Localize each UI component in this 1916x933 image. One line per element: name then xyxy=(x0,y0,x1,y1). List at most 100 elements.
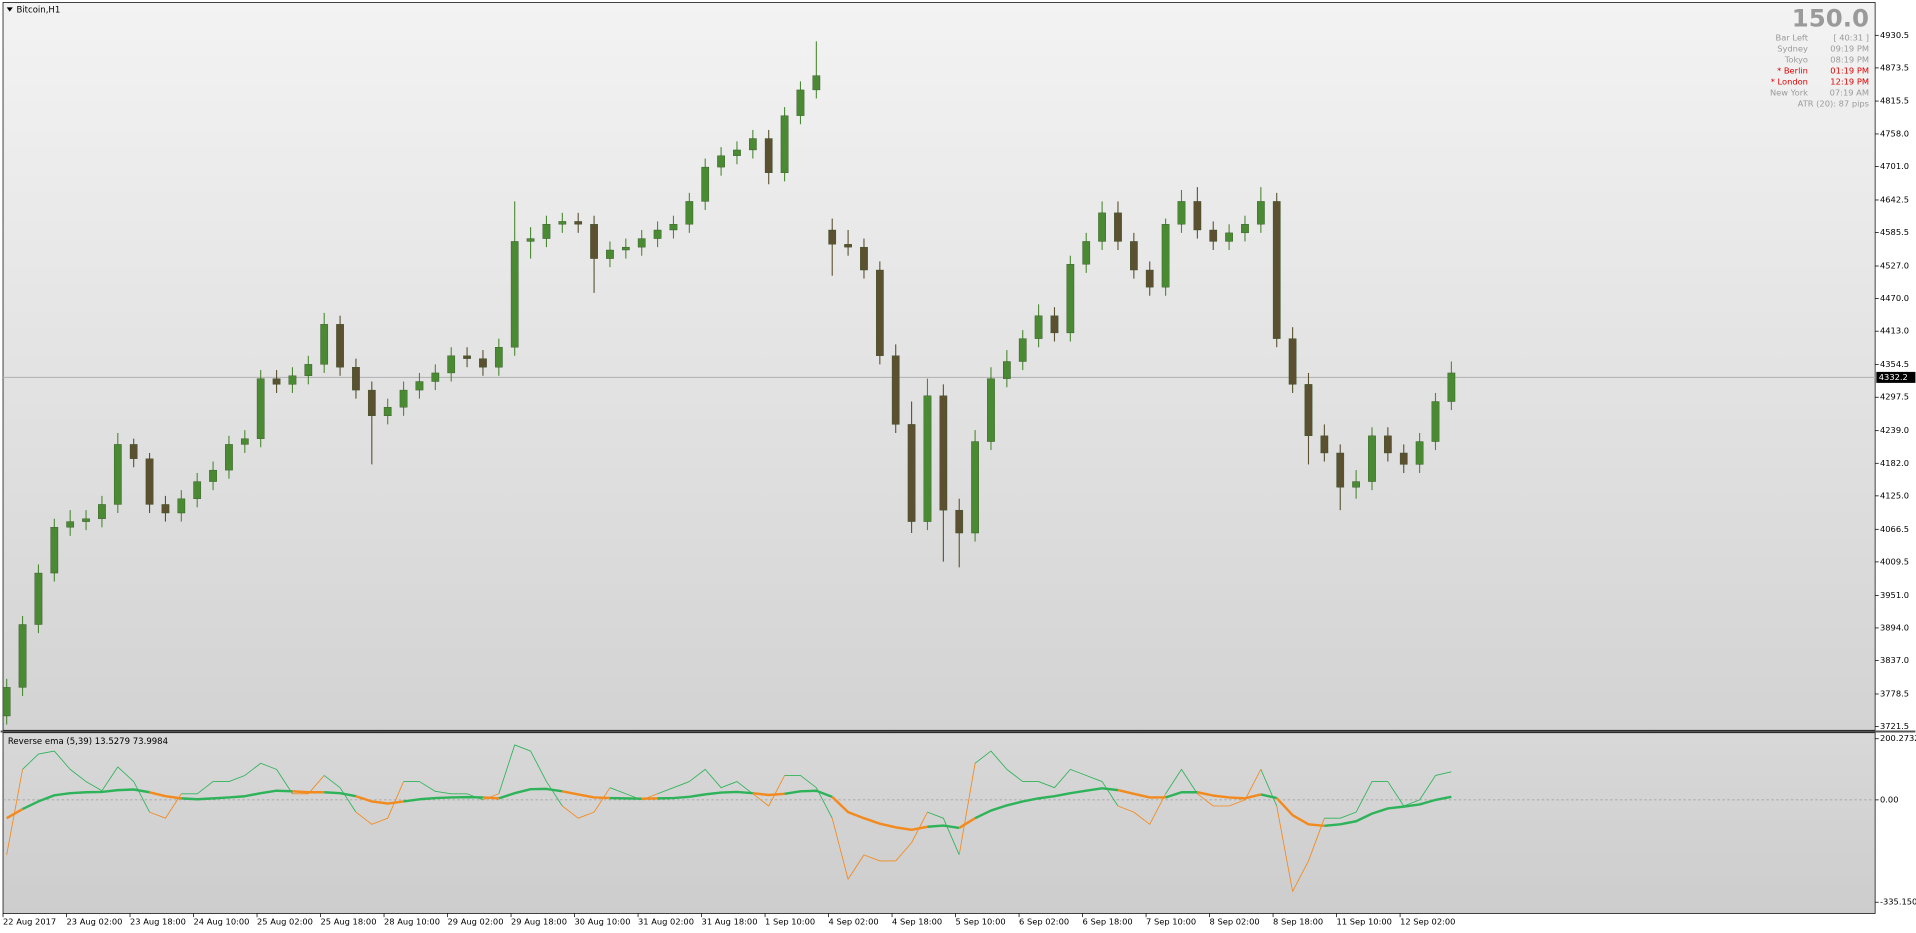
candle-body xyxy=(1003,361,1011,379)
candle-body xyxy=(1050,315,1059,334)
candle-body xyxy=(463,355,471,359)
candle-body xyxy=(494,347,503,368)
candle-body xyxy=(764,138,773,174)
candle-body xyxy=(987,378,995,442)
indicator-slow-line xyxy=(927,824,960,830)
candle-body xyxy=(590,224,598,259)
indicator-fast-line xyxy=(752,775,785,807)
candle-body xyxy=(129,444,138,459)
candle-body xyxy=(1320,435,1329,454)
info-value: 12:19 PM xyxy=(1830,76,1869,86)
candle-body xyxy=(336,324,344,368)
candle-body xyxy=(161,504,170,514)
indicator-pane xyxy=(2,732,1876,914)
y-tick-label: 4585.5 xyxy=(1880,227,1909,237)
indicator-fast-line xyxy=(149,793,182,819)
indicator-slow-line xyxy=(609,796,642,800)
indicator-fast-line xyxy=(1197,769,1262,807)
indicator-slow-line xyxy=(1197,791,1262,800)
x-tick-label: 6 Sep 02:00 xyxy=(1019,917,1069,927)
candle-body xyxy=(50,527,59,574)
candle-body xyxy=(653,229,662,239)
y-tick-label: 4413.0 xyxy=(1880,326,1909,336)
candle-body xyxy=(415,381,424,391)
x-tick-label: 7 Sep 10:00 xyxy=(1146,917,1196,927)
x-tick-label: 22 Aug 2017 xyxy=(3,917,56,927)
candle-body xyxy=(891,355,900,425)
candle-body xyxy=(225,444,233,471)
y-tick-label: 4527.0 xyxy=(1880,261,1909,271)
candle-body xyxy=(1082,241,1091,265)
indicator-slow-line xyxy=(974,787,1119,820)
info-atr: ATR (20): 87 pips xyxy=(1798,98,1869,108)
indicator-fast-line xyxy=(181,762,293,795)
x-tick-label: 23 Aug 02:00 xyxy=(67,917,123,927)
candle-body xyxy=(733,149,741,156)
indicator-slow-line xyxy=(403,795,483,803)
info-value: 08:19 PM xyxy=(1830,54,1869,64)
candle-body xyxy=(510,241,519,348)
y-tick-label: 4354.5 xyxy=(1880,359,1909,369)
x-tick-label: 8 Sep 02:00 xyxy=(1210,917,1260,927)
candle-body xyxy=(844,244,852,248)
candle-body xyxy=(98,504,106,519)
candle-body xyxy=(1399,452,1408,465)
indicator-slow-line xyxy=(831,795,928,832)
x-tick-label: 31 Aug 18:00 xyxy=(702,917,758,927)
indicator-fast-line xyxy=(292,775,325,795)
candle-body xyxy=(780,115,789,174)
candle-body xyxy=(320,324,329,365)
indicator-title: Reverse ema (5,39) 13.5279 73.9984 xyxy=(8,737,168,747)
candle-body xyxy=(288,375,297,385)
indicator-slow-line xyxy=(1275,797,1325,828)
candle-body xyxy=(1288,338,1297,385)
candle-body xyxy=(256,378,265,439)
candle-body xyxy=(971,441,979,534)
candle-body xyxy=(875,269,884,356)
indicator-slow-line xyxy=(6,807,24,820)
candle-body xyxy=(399,389,408,408)
y-tick-label: 3894.0 xyxy=(1880,622,1909,632)
candle-body xyxy=(701,166,710,202)
indicator-slow-line xyxy=(784,789,833,798)
candle-body xyxy=(113,444,122,505)
candle-body xyxy=(685,201,694,225)
candle-body xyxy=(748,138,757,151)
x-tick-label: 23 Aug 18:00 xyxy=(130,917,186,927)
y-tick-label: 3951.0 xyxy=(1880,590,1909,600)
candle-body xyxy=(1145,269,1154,288)
indicator-fast-line xyxy=(974,750,1119,807)
candle-body xyxy=(1336,452,1345,488)
indicator-slow-line xyxy=(292,790,325,794)
y-tick-label: 4701.0 xyxy=(1880,161,1909,171)
chart-title: Bitcoin,H1 xyxy=(16,5,60,15)
candle-body xyxy=(177,498,186,514)
indicator-fast-line xyxy=(323,775,357,813)
info-label: * London xyxy=(1771,76,1808,86)
candle-body xyxy=(1304,384,1313,437)
x-tick-label: 4 Sep 02:00 xyxy=(829,917,879,927)
indicator-fast-line xyxy=(784,775,833,819)
y-tick-label: 4239.0 xyxy=(1880,425,1909,435)
menu-arrow[interactable] xyxy=(6,7,13,12)
indicator-fast-line xyxy=(831,811,928,880)
x-tick-label: 28 Aug 10:00 xyxy=(384,917,440,927)
y-tick-label: 4297.5 xyxy=(1880,392,1909,402)
y-tick-label: 3721.5 xyxy=(1880,721,1909,731)
candle-body xyxy=(526,238,535,242)
y-tick-label: 4873.5 xyxy=(1880,62,1909,72)
x-tick-label: 30 Aug 10:00 xyxy=(575,917,631,927)
candle-body xyxy=(240,438,249,445)
indicator-fast-line xyxy=(927,811,960,856)
indicator-fast-line xyxy=(657,768,754,795)
x-tick-label: 4 Sep 18:00 xyxy=(892,917,942,927)
x-tick-label: 25 Aug 18:00 xyxy=(321,917,377,927)
candle-body xyxy=(367,389,376,417)
x-tick-label: 24 Aug 10:00 xyxy=(194,917,250,927)
indicator-fast-line xyxy=(6,769,23,855)
candle-body xyxy=(542,224,551,239)
x-tick-label: 31 Aug 02:00 xyxy=(638,917,694,927)
candle-body xyxy=(1241,224,1249,234)
candle-body xyxy=(2,687,11,717)
indicator-slow-line xyxy=(1260,793,1278,800)
